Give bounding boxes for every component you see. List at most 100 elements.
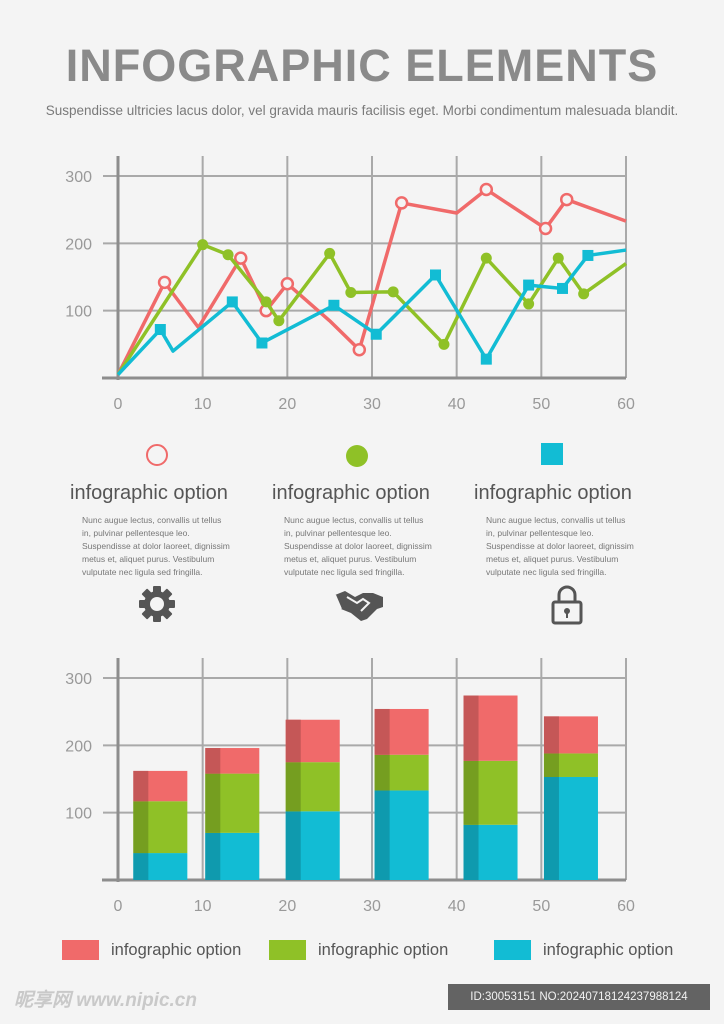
x-tick-label: 50 (532, 898, 550, 915)
data-point (234, 251, 248, 265)
bar-segment-side (543, 753, 559, 777)
data-point (559, 192, 574, 207)
data-point (256, 337, 268, 349)
x-tick-label: 60 (617, 396, 635, 413)
data-point (438, 338, 450, 350)
legend-swatch (269, 940, 306, 960)
bar-segment-side (463, 760, 479, 825)
legend-item-cyan: infographic option (494, 940, 673, 960)
data-point (280, 276, 295, 291)
data-point (222, 249, 234, 261)
data-point (557, 282, 568, 294)
y-tick-label: 300 (65, 671, 92, 688)
data-point (197, 239, 209, 251)
legend-swatch (62, 940, 99, 960)
data-point (430, 269, 441, 281)
x-tick-label: 20 (278, 898, 296, 915)
bar-segment-side (543, 716, 559, 754)
data-point (480, 353, 492, 365)
gear-icon (138, 585, 176, 628)
bar-segment-side (133, 770, 149, 802)
option-body: Nunc augue lectus, convallis ut tellus i… (82, 515, 230, 577)
bar-segment-side (543, 776, 559, 880)
series-line-red (116, 187, 627, 376)
data-point (328, 299, 340, 311)
data-point (523, 298, 535, 310)
data-point (523, 279, 535, 291)
x-tick-label: 30 (363, 898, 381, 915)
page-subtitle: Suspendisse ultricies lacus dolor, vel g… (45, 103, 679, 118)
option-card-2: infographic option Nunc augue lectus, co… (272, 440, 472, 579)
data-point (226, 296, 238, 308)
data-point (394, 196, 409, 210)
filled-square-marker-icon (474, 440, 674, 470)
y-tick-label: 100 (65, 304, 92, 321)
legend-label: infographic option (111, 940, 242, 959)
legend-item-red: infographic option (62, 940, 241, 960)
option-body: Nunc augue lectus, convallis ut tellus i… (486, 515, 634, 577)
bar-segment-side (133, 853, 149, 880)
x-tick-label: 20 (278, 396, 296, 413)
y-tick-label: 300 (65, 169, 92, 186)
bar-segment-side (205, 748, 221, 774)
option-title: infographic option (70, 482, 228, 504)
x-tick-label: 50 (532, 396, 550, 413)
x-tick-label: 0 (114, 396, 123, 413)
handshake-icon (333, 585, 385, 628)
x-tick-label: 40 (448, 396, 466, 413)
legend-item-green: infographic option (269, 940, 448, 960)
data-point (345, 286, 357, 298)
data-point (578, 288, 590, 300)
x-tick-label: 60 (617, 898, 635, 915)
bar-segment-side (205, 832, 221, 880)
bar-segment-side (374, 708, 390, 755)
data-point (387, 286, 399, 298)
legend-label: infographic option (318, 940, 449, 959)
data-point (352, 342, 367, 357)
x-tick-label: 40 (448, 898, 466, 915)
data-point (370, 328, 382, 340)
bar-chart: 100 200 300 0 10 20 30 40 50 60 (65, 658, 635, 915)
y-tick-label: 200 (65, 738, 92, 755)
data-point (154, 324, 166, 336)
data-point (260, 296, 272, 308)
lock-icon (551, 585, 583, 630)
data-point (157, 275, 172, 290)
open-circle-marker-icon (70, 440, 270, 470)
legend-label: infographic option (543, 940, 674, 959)
data-point (273, 315, 285, 327)
data-point (538, 221, 553, 236)
option-title: infographic option (474, 482, 632, 504)
watermark-id-badge: ID:30053151 NO:20240718124237988124 (448, 984, 710, 1010)
x-tick-label: 10 (194, 396, 212, 413)
line-chart: 100 200 300 0 10 20 30 40 50 60 (65, 156, 635, 413)
option-title: infographic option (272, 482, 430, 504)
x-tick-label: 30 (363, 396, 381, 413)
filled-circle-marker-icon (272, 440, 472, 470)
watermark-text: 昵享网 www.nipic.cn (14, 990, 197, 1011)
bar-segment-side (205, 773, 221, 833)
data-point (552, 252, 564, 264)
bar-segment-side (285, 811, 301, 880)
data-point (582, 249, 594, 261)
bar-segment-side (463, 824, 479, 880)
data-point (479, 182, 494, 197)
bar-segment-side (133, 801, 149, 854)
series-line-green (116, 242, 628, 376)
y-tick-label: 200 (65, 236, 92, 253)
option-body: Nunc augue lectus, convallis ut tellus i… (284, 515, 432, 577)
y-tick-label: 100 (65, 806, 92, 823)
legend: infographic option infographic option in… (0, 940, 724, 968)
legend-swatch (494, 940, 531, 960)
bar-segment-side (374, 790, 390, 880)
bar-segment-side (463, 695, 479, 761)
bar-segment-side (285, 719, 301, 763)
option-card-3: infographic option Nunc augue lectus, co… (474, 440, 674, 579)
option-card-1: infographic option Nunc augue lectus, co… (70, 440, 270, 579)
page-title: INFOGRAPHIC ELEMENTS (65, 40, 659, 91)
x-tick-label: 0 (114, 898, 123, 915)
bar-segment-side (374, 754, 390, 791)
data-point (324, 247, 336, 259)
data-point (480, 252, 492, 264)
bar-segment-side (285, 762, 301, 812)
